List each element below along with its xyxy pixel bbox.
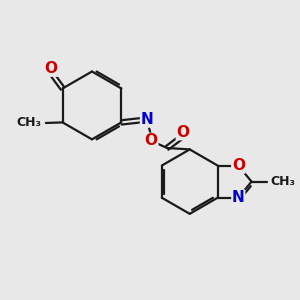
Text: N: N [232, 190, 245, 205]
Text: CH₃: CH₃ [16, 116, 42, 130]
Text: O: O [232, 158, 245, 173]
Text: N: N [141, 112, 153, 127]
Text: O: O [45, 61, 58, 76]
Text: O: O [145, 133, 158, 148]
Text: O: O [176, 125, 189, 140]
Text: CH₃: CH₃ [271, 175, 296, 188]
